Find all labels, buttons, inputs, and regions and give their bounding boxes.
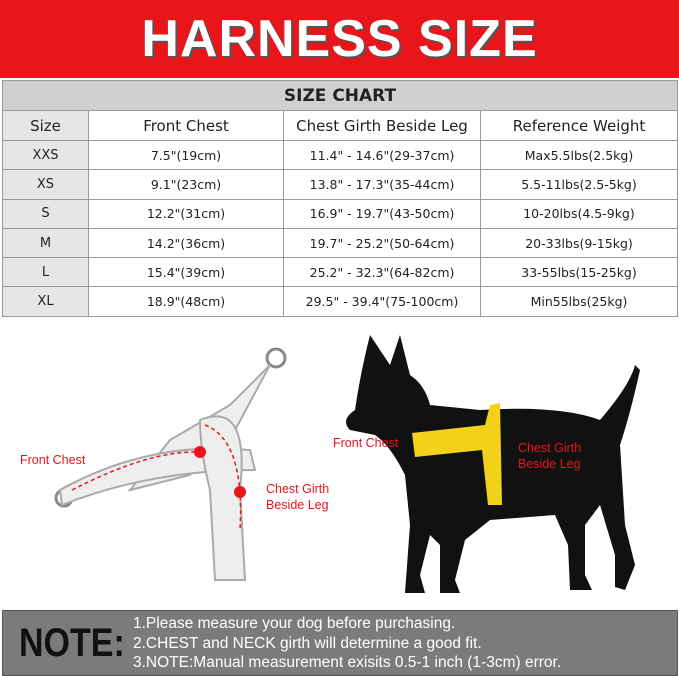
table-cell: 13.8" - 17.3"(35-44cm) (283, 169, 481, 200)
header-front-chest: Front Chest (88, 110, 284, 141)
table-cell: 12.2"(31cm) (88, 198, 284, 229)
header-weight: Reference Weight (480, 110, 678, 141)
header-chest-girth: Chest Girth Beside Leg (283, 110, 481, 141)
table-cell: L (2, 257, 89, 288)
table-cell: 20-33lbs(9-15kg) (480, 227, 678, 259)
table-cell: Min55lbs(25kg) (480, 286, 678, 317)
table-cell: Max5.5lbs(2.5kg) (480, 139, 678, 171)
table-cell: 7.5"(19cm) (88, 139, 284, 171)
banner-title: HARNESS SIZE (141, 10, 538, 68)
table-title: SIZE CHART (2, 80, 678, 111)
table-row: XS 9.1"(23cm) 13.8" - 17.3"(35-44cm) 5.5-11… (2, 169, 678, 200)
note-box: NOTE: 1.Please measure your dog before p… (2, 610, 678, 676)
tape-measure (412, 403, 502, 505)
table-cell: 33-55lbs(15-25kg) (480, 257, 678, 288)
front-chest-marker (194, 446, 206, 458)
table-cell: 15.4"(39cm) (88, 257, 284, 288)
table-cell: 11.4" - 14.6"(29-37cm) (283, 139, 481, 171)
title-banner: HARNESS SIZE (0, 0, 679, 78)
table-cell: 9.1"(23cm) (88, 169, 284, 200)
table-cell: 14.2"(36cm) (88, 227, 284, 259)
table-cell: 29.5" - 39.4"(75-100cm) (283, 286, 481, 317)
table-cell: 18.9"(48cm) (88, 286, 284, 317)
dog-girth-label-2: Beside Leg (518, 457, 581, 471)
harness-belly-strap (198, 415, 247, 581)
table-cell: 10-20lbs(4.5-9kg) (480, 198, 678, 229)
table-row: XXS 7.5"(19cm) 11.4" - 14.6"(29-37cm) Max5.… (2, 139, 678, 171)
header-size: Size (2, 110, 89, 141)
table-cell: 16.9" - 19.7"(43-50cm) (283, 198, 481, 229)
harness-girth-label-1: Chest Girth (266, 482, 330, 496)
dog-front-chest-label: Front Chest (333, 436, 399, 450)
harness-front-chest-label: Front Chest (20, 453, 86, 467)
table-cell: 5.5-11lbs(2.5-5kg) (480, 169, 678, 200)
table-cell: XXS (2, 139, 89, 171)
dog-girth-label-1: Chest Girth (518, 441, 582, 455)
table-cell: XL (2, 286, 89, 317)
girth-marker (234, 486, 246, 498)
note-line: 3.NOTE:Manual measurement exisits 0.5-1 … (133, 654, 562, 671)
table-row: S 12.2"(31cm) 16.9" - 19.7"(43-50cm) 10-20l… (2, 198, 678, 229)
note-lines: 1.Please measure your dog before purchas… (133, 614, 561, 673)
table-cell: XS (2, 169, 89, 200)
d-ring-icon (265, 347, 287, 369)
table-cell: M (2, 227, 89, 259)
girth-guide (204, 424, 242, 531)
note-line: 1.Please measure your dog before purchas… (133, 615, 456, 632)
table-row: XL 18.9"(48cm) 29.5" - 39.4"(75-100cm) Min5… (2, 286, 678, 317)
harness-illustration (54, 347, 287, 581)
note-line: 2.CHEST and NECK girth will determine a … (133, 634, 482, 652)
table-row: L 15.4"(39cm) 25.2" - 32.3"(64-82cm) 33-55l… (2, 257, 678, 288)
harness-girth-label-2: Beside Leg (266, 498, 329, 512)
table-row: M 14.2"(36cm) 19.7" - 25.2"(50-64cm) 20-33l… (2, 227, 678, 259)
table-cell: 19.7" - 25.2"(50-64cm) (283, 227, 481, 259)
note-label: NOTE: (19, 621, 125, 665)
size-chart-table: SIZE CHART Size Front Chest Chest Girth … (2, 80, 678, 317)
table-cell: S (2, 198, 89, 229)
dog-silhouette (346, 335, 640, 593)
table-cell: 25.2" - 32.3"(64-82cm) (283, 257, 481, 288)
